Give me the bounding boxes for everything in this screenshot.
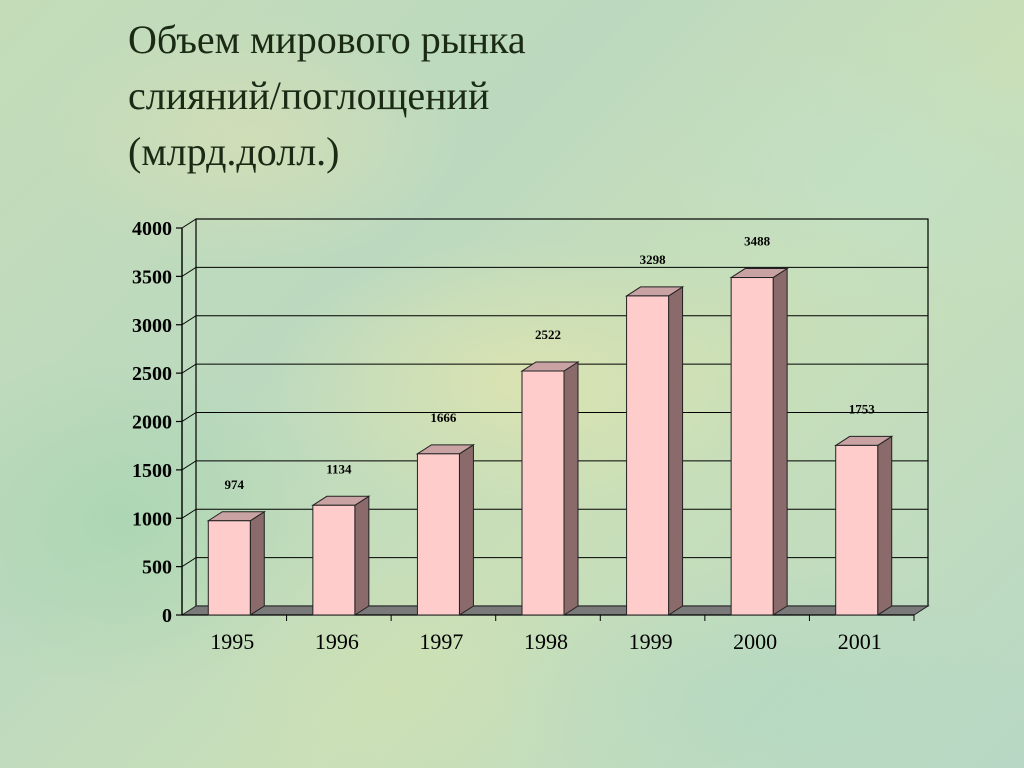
bar-side <box>772 267 788 616</box>
x-tick-label: 1995 <box>210 629 254 654</box>
data-label: 3298 <box>640 252 667 267</box>
y-tick-label: 500 <box>142 557 172 579</box>
y-tick-label: 3000 <box>132 315 172 337</box>
data-label: 1134 <box>326 461 352 476</box>
y-tick-label: 2000 <box>132 412 172 434</box>
y-tick-label: 3500 <box>132 266 172 288</box>
title-line-3: (млрд.долл.) <box>128 129 340 174</box>
x-tick-label: 1997 <box>419 629 463 654</box>
data-label: 2522 <box>535 327 561 342</box>
data-label: 3488 <box>744 234 771 249</box>
bar <box>416 453 460 616</box>
bar-side <box>668 286 684 616</box>
y-tick-label: 4000 <box>132 218 172 240</box>
bar <box>626 295 670 616</box>
bar-side <box>249 510 265 616</box>
title-line-2: слияний/поглощений <box>128 73 490 118</box>
bar <box>835 444 879 616</box>
bar <box>312 504 356 616</box>
y-tick-label: 2500 <box>132 363 172 385</box>
x-tick-label: 1999 <box>629 629 673 654</box>
y-tick-label: 0 <box>162 605 172 627</box>
y-tick-label: 1000 <box>132 508 172 530</box>
gridline-side <box>181 315 197 326</box>
gridline-side <box>181 218 197 229</box>
y-tick-label: 1500 <box>132 460 172 482</box>
bar-side <box>563 361 579 616</box>
title-line-1: Объем мирового рынка <box>128 17 526 62</box>
bar-side <box>877 435 893 616</box>
x-tick-label: 1998 <box>524 629 568 654</box>
gridline-side <box>181 460 197 471</box>
gridline-side <box>181 557 197 568</box>
bar <box>521 370 565 616</box>
gridline-side <box>181 363 197 374</box>
bar <box>207 520 251 616</box>
gridline-side <box>181 508 197 519</box>
bar <box>730 277 774 616</box>
data-label: 1753 <box>849 401 876 416</box>
data-label: 1666 <box>430 410 457 425</box>
x-tick-label: 2000 <box>733 629 777 654</box>
chart-title: Объем мирового рынка слияний/поглощений … <box>128 12 688 180</box>
bar-side <box>458 443 474 616</box>
x-tick-label: 2001 <box>838 629 882 654</box>
bar-side <box>354 495 370 616</box>
data-label: 974 <box>225 477 245 492</box>
x-tick-label: 1996 <box>315 629 359 654</box>
gridline-side <box>181 412 197 422</box>
gridline-side <box>181 266 197 277</box>
